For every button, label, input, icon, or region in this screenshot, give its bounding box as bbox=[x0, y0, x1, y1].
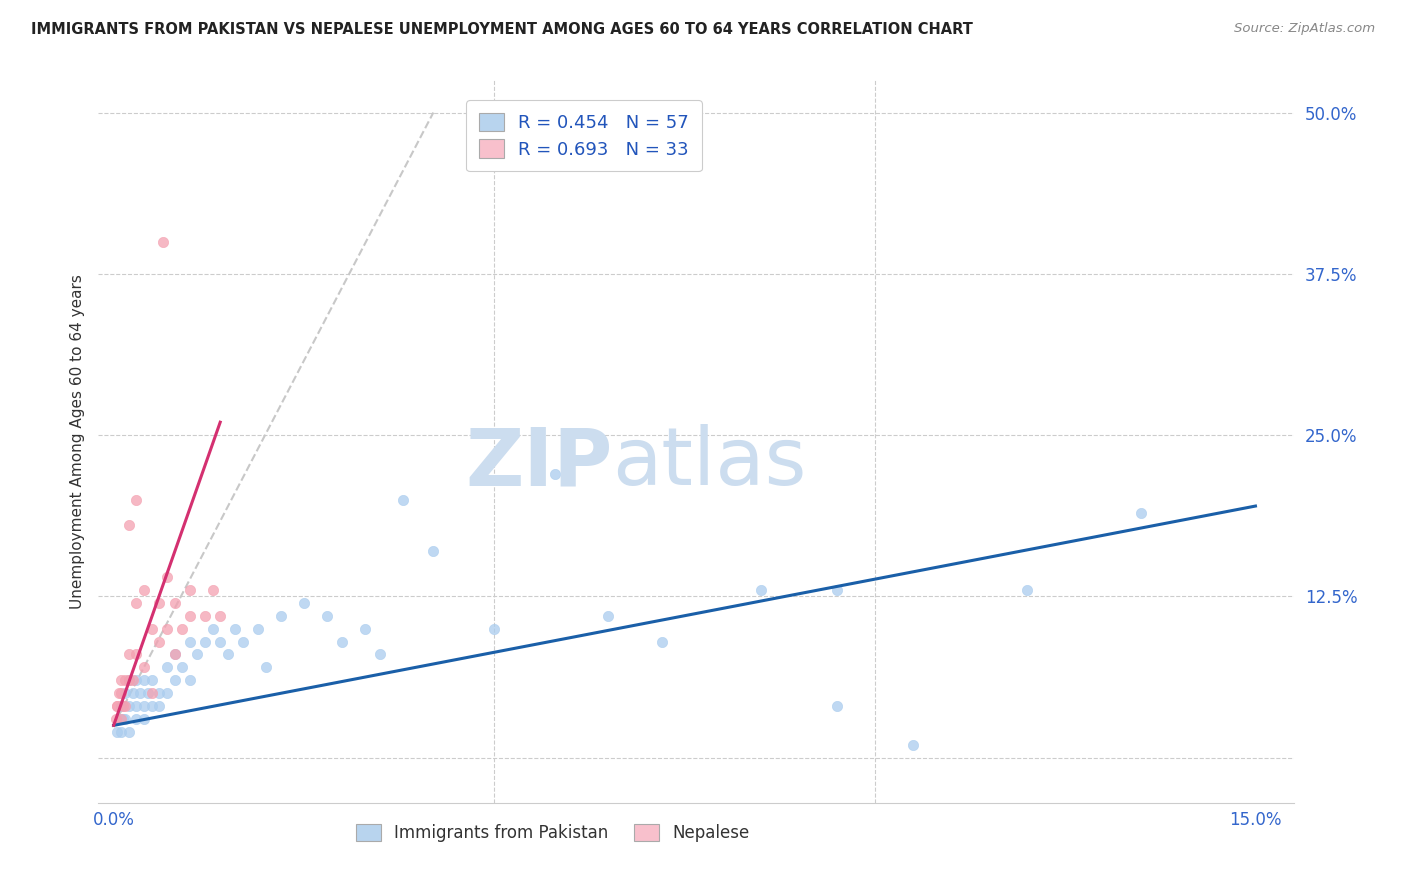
Point bbox=[132, 699, 155, 714]
Point bbox=[224, 622, 246, 636]
Y-axis label: Unemployment Among Ages 60 to 64 years: Unemployment Among Ages 60 to 64 years bbox=[69, 274, 84, 609]
Point bbox=[110, 673, 132, 688]
Point bbox=[132, 660, 155, 674]
Point bbox=[179, 608, 201, 623]
Point bbox=[201, 622, 224, 636]
Point bbox=[186, 648, 208, 662]
Point bbox=[110, 699, 132, 714]
Point bbox=[107, 699, 129, 714]
Text: IMMIGRANTS FROM PAKISTAN VS NEPALESE UNEMPLOYMENT AMONG AGES 60 TO 64 YEARS CORR: IMMIGRANTS FROM PAKISTAN VS NEPALESE UNE… bbox=[31, 22, 973, 37]
Point bbox=[141, 686, 163, 700]
Point bbox=[194, 634, 217, 648]
Point bbox=[163, 596, 186, 610]
Point bbox=[114, 686, 136, 700]
Point bbox=[368, 648, 391, 662]
Point bbox=[179, 634, 201, 648]
Point bbox=[392, 492, 415, 507]
Point bbox=[156, 570, 179, 584]
Point bbox=[148, 634, 170, 648]
Point bbox=[209, 608, 232, 623]
Point bbox=[108, 686, 131, 700]
Legend: Immigrants from Pakistan, Nepalese: Immigrants from Pakistan, Nepalese bbox=[349, 817, 756, 848]
Point bbox=[315, 608, 337, 623]
Point bbox=[163, 648, 186, 662]
Point bbox=[247, 622, 270, 636]
Point bbox=[118, 699, 141, 714]
Point bbox=[141, 622, 163, 636]
Point bbox=[118, 648, 141, 662]
Point bbox=[651, 634, 673, 648]
Point bbox=[148, 699, 170, 714]
Point bbox=[152, 235, 174, 249]
Point bbox=[110, 712, 132, 726]
Point bbox=[111, 712, 134, 726]
Point bbox=[125, 699, 148, 714]
Point bbox=[163, 673, 186, 688]
Point bbox=[111, 699, 134, 714]
Point bbox=[825, 582, 848, 597]
Point bbox=[194, 608, 217, 623]
Point bbox=[179, 673, 201, 688]
Point bbox=[172, 660, 194, 674]
Point bbox=[254, 660, 277, 674]
Text: atlas: atlas bbox=[613, 425, 807, 502]
Point bbox=[141, 673, 163, 688]
Text: Source: ZipAtlas.com: Source: ZipAtlas.com bbox=[1234, 22, 1375, 36]
Point bbox=[132, 673, 155, 688]
Point bbox=[129, 686, 152, 700]
Point bbox=[544, 467, 567, 481]
Text: ZIP: ZIP bbox=[465, 425, 613, 502]
Point bbox=[125, 648, 148, 662]
Point bbox=[156, 686, 179, 700]
Point bbox=[179, 582, 201, 597]
Point bbox=[121, 686, 143, 700]
Point bbox=[484, 622, 506, 636]
Point bbox=[172, 622, 194, 636]
Point bbox=[270, 608, 292, 623]
Point bbox=[1017, 582, 1039, 597]
Point bbox=[114, 673, 136, 688]
Point bbox=[104, 712, 127, 726]
Point bbox=[110, 686, 132, 700]
Point bbox=[108, 712, 131, 726]
Point bbox=[141, 699, 163, 714]
Point bbox=[330, 634, 353, 648]
Point bbox=[749, 582, 772, 597]
Point bbox=[163, 648, 186, 662]
Point bbox=[114, 712, 136, 726]
Point bbox=[114, 699, 136, 714]
Point bbox=[422, 544, 444, 558]
Point bbox=[1130, 506, 1153, 520]
Point bbox=[598, 608, 620, 623]
Point bbox=[901, 738, 924, 752]
Point bbox=[118, 518, 141, 533]
Point bbox=[110, 724, 132, 739]
Point bbox=[121, 673, 143, 688]
Point bbox=[201, 582, 224, 597]
Point bbox=[125, 673, 148, 688]
Point bbox=[825, 699, 848, 714]
Point bbox=[148, 596, 170, 610]
Point bbox=[125, 596, 148, 610]
Point bbox=[156, 660, 179, 674]
Point bbox=[217, 648, 239, 662]
Point bbox=[148, 686, 170, 700]
Point bbox=[118, 724, 141, 739]
Point bbox=[132, 582, 155, 597]
Point bbox=[132, 712, 155, 726]
Point bbox=[118, 673, 141, 688]
Point bbox=[107, 724, 129, 739]
Point bbox=[118, 673, 141, 688]
Point bbox=[232, 634, 254, 648]
Point bbox=[125, 712, 148, 726]
Point bbox=[156, 622, 179, 636]
Point bbox=[125, 492, 148, 507]
Point bbox=[107, 699, 129, 714]
Point bbox=[209, 634, 232, 648]
Point bbox=[353, 622, 375, 636]
Point bbox=[136, 686, 159, 700]
Point bbox=[292, 596, 315, 610]
